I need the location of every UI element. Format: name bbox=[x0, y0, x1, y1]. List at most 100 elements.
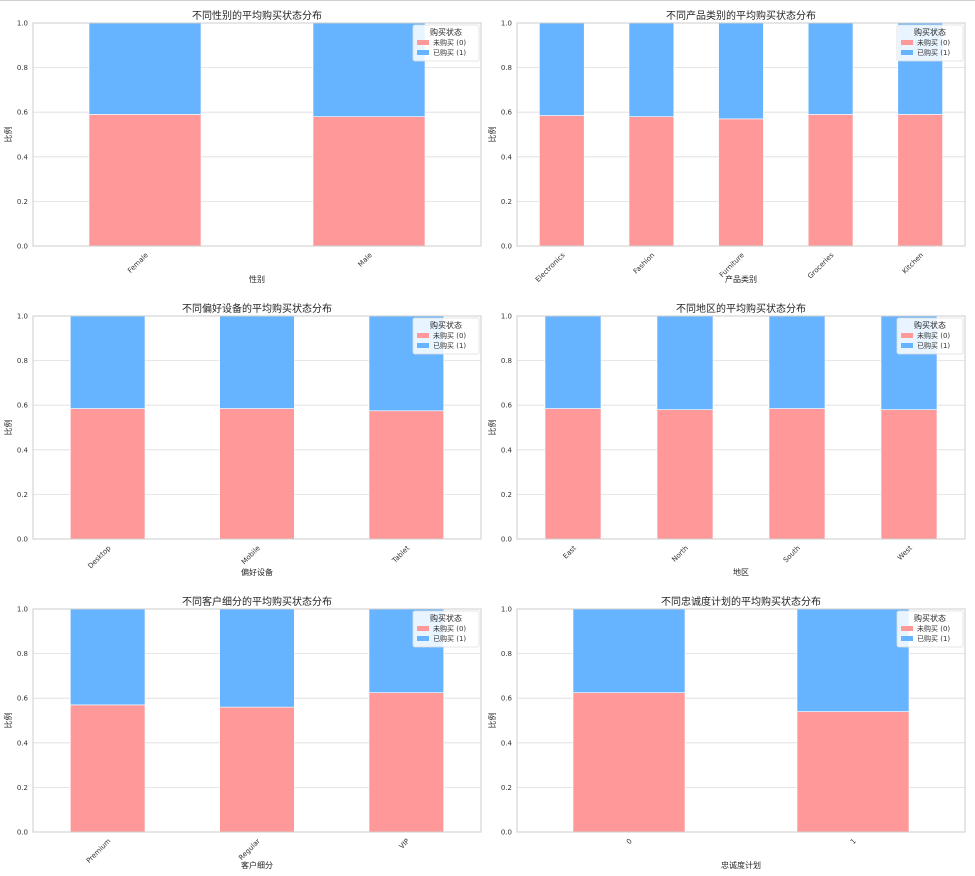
chart-title: 不同偏好设备的平均购买状态分布 bbox=[182, 302, 332, 315]
bar-purchased-north bbox=[656, 315, 714, 410]
y-tick-label: 0.4 bbox=[501, 739, 513, 747]
bar-not-purchased-electronics bbox=[539, 115, 585, 247]
y-tick-label: 0.8 bbox=[17, 357, 28, 365]
y-axis-label: 比例 bbox=[487, 713, 497, 729]
y-axis-label: 比例 bbox=[3, 127, 13, 143]
legend-box bbox=[896, 24, 964, 62]
legend-swatch-not-purchased bbox=[901, 40, 913, 45]
x-tick-label: 1 bbox=[849, 837, 858, 846]
legend-box bbox=[412, 317, 480, 355]
chart-panel-4: 0.0 0.2 0.4 0.6 0.8 1.0 East North South West 不同地区… bbox=[487, 302, 966, 577]
y-tick-label: 1.0 bbox=[17, 606, 28, 614]
bar-not-purchased-west bbox=[880, 409, 938, 540]
y-tick-label: 0.2 bbox=[501, 198, 512, 206]
plot-frame bbox=[32, 315, 482, 540]
bar-not-purchased-regular bbox=[219, 706, 295, 833]
plot-frame bbox=[516, 608, 966, 833]
plot-frame bbox=[516, 22, 966, 247]
chart-title: 不同地区的平均购买状态分布 bbox=[676, 302, 806, 315]
y-tick-label: 1.0 bbox=[17, 20, 28, 28]
bar-not-purchased-male bbox=[312, 116, 426, 247]
y-tick-label: 0.2 bbox=[501, 491, 512, 499]
legend-swatch-purchased bbox=[417, 636, 429, 641]
x-axis-label: 性别 bbox=[249, 274, 265, 284]
legend-title: 购买状态 bbox=[914, 320, 946, 330]
bar-not-purchased-0 bbox=[572, 692, 686, 833]
chart-title: 不同产品类别的平均购买状态分布 bbox=[666, 9, 816, 22]
y-tick-label: 0.2 bbox=[17, 784, 28, 792]
legend-box bbox=[896, 317, 964, 355]
chart-panel-3: 0.0 0.2 0.4 0.6 0.8 1.0 Desktop Mobile Tablet 不同偏… bbox=[3, 302, 482, 577]
y-tick-label: 1.0 bbox=[501, 20, 512, 28]
plot-frame bbox=[516, 315, 966, 540]
y-axis-label: 比例 bbox=[487, 127, 497, 143]
y-tick-label: 0.0 bbox=[17, 536, 28, 544]
legend-label: 未购买 (0) bbox=[917, 331, 950, 340]
legend-label: 未购买 (0) bbox=[433, 624, 466, 633]
x-tick-label: West bbox=[896, 544, 914, 562]
legend-swatch-not-purchased bbox=[901, 333, 913, 338]
bar-not-purchased-north bbox=[656, 409, 714, 540]
x-tick-label: Tablet bbox=[390, 544, 411, 565]
bar-purchased-south bbox=[768, 315, 826, 409]
legend-box bbox=[412, 24, 480, 62]
legend-swatch-not-purchased bbox=[417, 626, 429, 631]
legend-box bbox=[896, 610, 964, 648]
x-tick-label: Kitchen bbox=[901, 251, 925, 275]
bar-purchased-0 bbox=[572, 608, 686, 693]
y-axis-label: 比例 bbox=[3, 420, 13, 436]
y-tick-label: 0.4 bbox=[17, 446, 29, 454]
bar-purchased-fashion bbox=[628, 22, 675, 117]
y-tick-label: 0.8 bbox=[501, 650, 512, 658]
legend-label: 已购买 (1) bbox=[433, 48, 466, 57]
y-tick-label: 0.4 bbox=[17, 153, 29, 161]
x-tick-label: North bbox=[670, 544, 690, 564]
bar-purchased-furniture bbox=[718, 22, 764, 120]
y-tick-label: 0.2 bbox=[17, 491, 28, 499]
bar-not-purchased-tablet bbox=[368, 410, 444, 540]
legend-title: 购买状态 bbox=[430, 613, 462, 623]
y-tick-label: 0.2 bbox=[17, 198, 28, 206]
x-tick-label: Female bbox=[126, 251, 150, 275]
y-tick-label: 1.0 bbox=[501, 606, 512, 614]
bar-not-purchased-desktop bbox=[70, 408, 146, 540]
bar-purchased-premium bbox=[70, 608, 146, 706]
legend-swatch-not-purchased bbox=[901, 626, 913, 631]
legend-label: 已购买 (1) bbox=[917, 48, 950, 57]
plot-frame bbox=[32, 22, 482, 247]
bar-purchased-male bbox=[312, 22, 426, 117]
x-tick-label: Desktop bbox=[86, 544, 112, 570]
y-tick-label: 0.8 bbox=[501, 357, 512, 365]
y-tick-label: 0.8 bbox=[17, 650, 28, 658]
legend-label: 已购买 (1) bbox=[917, 341, 950, 350]
legend-label: 未购买 (0) bbox=[917, 624, 950, 633]
legend-label: 未购买 (0) bbox=[433, 38, 466, 47]
y-tick-label: 0.0 bbox=[501, 536, 512, 544]
bar-purchased-east bbox=[544, 315, 602, 409]
legend-swatch-purchased bbox=[901, 50, 913, 55]
bar-purchased-regular bbox=[219, 608, 295, 708]
chart-title: 不同性别的平均购买状态分布 bbox=[192, 9, 322, 22]
bar-purchased-1 bbox=[796, 608, 910, 712]
y-tick-label: 0.4 bbox=[17, 739, 29, 747]
y-tick-label: 0.6 bbox=[17, 402, 29, 410]
bar-purchased-desktop bbox=[70, 315, 146, 409]
bar-not-purchased-furniture bbox=[718, 118, 764, 247]
y-tick-label: 0.6 bbox=[501, 402, 513, 410]
legend-swatch-purchased bbox=[417, 50, 429, 55]
bar-not-purchased-vip bbox=[368, 692, 444, 833]
bar-not-purchased-mobile bbox=[219, 408, 295, 540]
legend-title: 购买状态 bbox=[430, 320, 462, 330]
bar-not-purchased-east bbox=[544, 408, 602, 540]
bar-not-purchased-kitchen bbox=[897, 114, 943, 247]
y-tick-label: 1.0 bbox=[17, 313, 28, 321]
chart-panel-6: 0.0 0.2 0.4 0.6 0.8 1.0 0 1 不同忠诚度计划的平均购买状态分布忠诚度计… bbox=[487, 595, 966, 870]
bar-purchased-mobile bbox=[219, 315, 295, 409]
x-tick-label: East bbox=[562, 544, 579, 561]
legend-label: 已购买 (1) bbox=[433, 634, 466, 643]
bar-purchased-female bbox=[88, 22, 202, 115]
legend-box bbox=[412, 610, 480, 648]
